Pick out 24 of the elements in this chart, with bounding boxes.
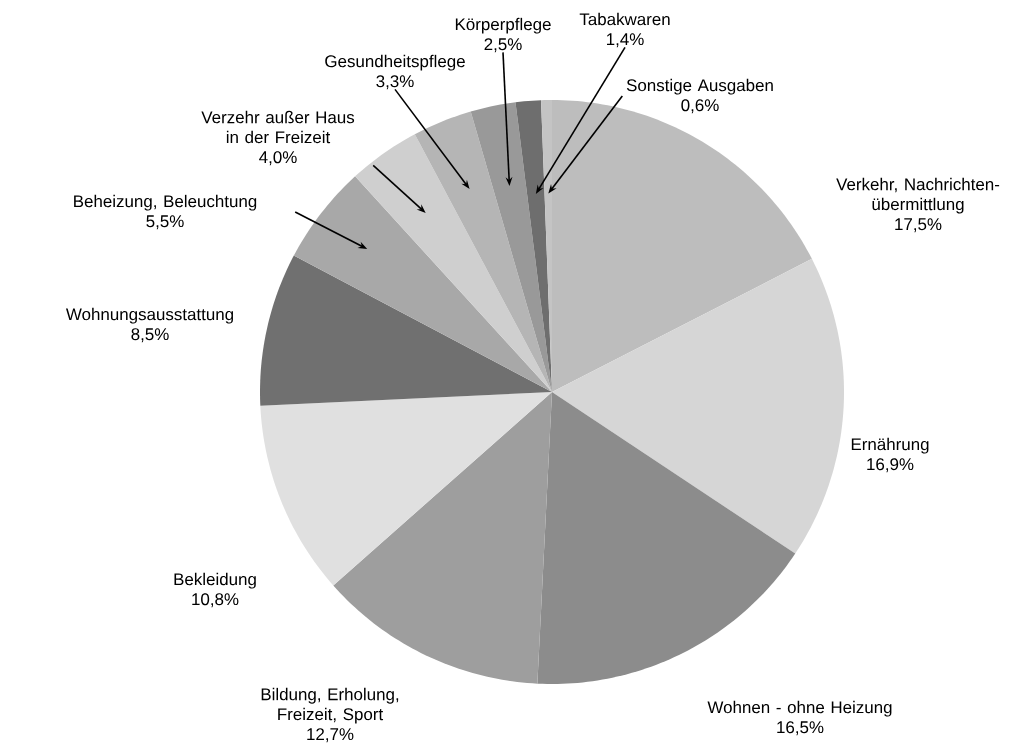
slice-label: Ernährung bbox=[851, 437, 929, 454]
data-label: 8,5% bbox=[131, 328, 169, 343]
slice-label: Gesundheitspflege bbox=[325, 54, 465, 71]
data-label: 10,8% bbox=[192, 593, 239, 608]
data-label: 17,5% bbox=[895, 218, 942, 233]
data-label: 3,3% bbox=[376, 75, 414, 90]
slice-label: Tabakwaren bbox=[579, 12, 670, 26]
data-label: 2,5% bbox=[484, 38, 522, 53]
slice-label: Bekleidung bbox=[174, 572, 256, 589]
data-label: 12,7% bbox=[307, 728, 354, 743]
data-label: 16,5% bbox=[777, 721, 824, 736]
data-label: 1,4% bbox=[607, 33, 644, 48]
slice-label: Wohnungsausstattung bbox=[65, 307, 234, 324]
data-label: 4,0% bbox=[259, 151, 297, 166]
data-label: 0,6% bbox=[681, 99, 719, 114]
slice-label: Bildung, Erholung, Freizeit, Sport bbox=[261, 687, 399, 724]
slice-label: Verkehr, Nachrichten-übermittlung bbox=[836, 177, 1000, 214]
slice-label: Beheizung, Beleuchtung bbox=[74, 194, 257, 211]
slice-label: Wohnen - ohne Heizung bbox=[707, 700, 892, 717]
slice-label: Verzehr außer Haus in der Freizeit bbox=[201, 110, 355, 144]
slice-label: Sonstige Ausgaben bbox=[626, 78, 773, 95]
data-label: 16,9% bbox=[867, 458, 914, 473]
slice-label: Körperpflege bbox=[455, 17, 551, 34]
data-label: 5,5% bbox=[146, 215, 184, 230]
